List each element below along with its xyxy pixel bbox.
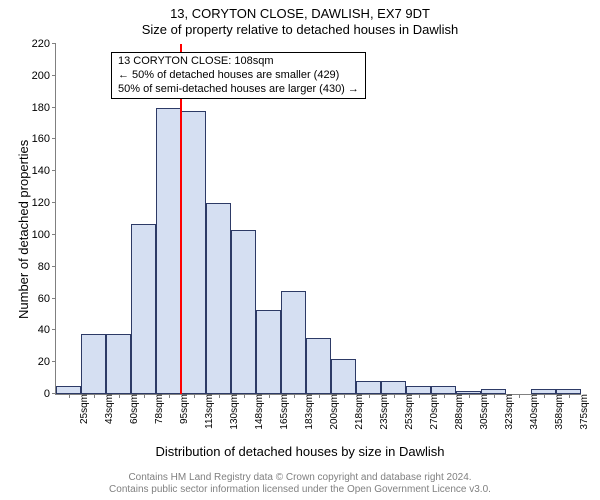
x-tick-label: 218sqm: [348, 394, 365, 430]
x-tick-label: 183sqm: [298, 394, 315, 430]
bar: [306, 338, 331, 394]
bar: [156, 108, 181, 394]
x-tick-label: 95sqm: [173, 394, 190, 424]
bar: [431, 386, 456, 394]
y-tick-label: 160: [32, 133, 56, 145]
x-tick-label: 305sqm: [473, 394, 490, 430]
bar: [256, 310, 281, 394]
x-tick-label: 340sqm: [523, 394, 540, 430]
bar: [231, 230, 256, 394]
y-tick-label: 60: [38, 293, 56, 305]
y-tick-label: 80: [38, 261, 56, 273]
bar: [206, 203, 231, 394]
x-tick-label: 323sqm: [498, 394, 515, 430]
bar: [381, 381, 406, 394]
annotation-line: 13 CORYTON CLOSE: 108sqm: [118, 55, 359, 69]
chart-title-line1: 13, CORYTON CLOSE, DAWLISH, EX7 9DT: [0, 6, 600, 21]
bar: [81, 334, 106, 394]
y-tick-label: 220: [32, 38, 56, 50]
x-tick-label: 235sqm: [373, 394, 390, 430]
x-tick-label: 25sqm: [73, 394, 90, 424]
x-tick-label: 148sqm: [248, 394, 265, 430]
plot-area: 02040608010012014016018020022025sqm43sqm…: [55, 44, 581, 395]
annotation-line: ← 50% of detached houses are smaller (42…: [118, 69, 359, 83]
y-tick-label: 200: [32, 70, 56, 82]
footer-line1: Contains HM Land Registry data © Crown c…: [0, 472, 600, 483]
y-tick-label: 140: [32, 165, 56, 177]
x-tick-label: 60sqm: [123, 394, 140, 424]
bar: [181, 111, 206, 394]
bar: [406, 386, 431, 394]
x-tick-label: 130sqm: [223, 394, 240, 430]
x-tick-label: 165sqm: [273, 394, 290, 430]
bar: [281, 291, 306, 394]
x-tick-label: 43sqm: [98, 394, 115, 424]
x-tick-label: 200sqm: [323, 394, 340, 430]
bar: [356, 381, 381, 394]
x-tick-label: 113sqm: [198, 394, 215, 429]
x-tick-label: 270sqm: [423, 394, 440, 430]
y-tick-label: 120: [32, 197, 56, 209]
x-tick-label: 288sqm: [448, 394, 465, 430]
annotation-line: 50% of semi-detached houses are larger (…: [118, 83, 359, 97]
bar: [331, 359, 356, 394]
y-tick-label: 20: [38, 356, 56, 368]
y-tick-label: 0: [44, 388, 56, 400]
x-tick-label: 78sqm: [148, 394, 165, 424]
bar: [106, 334, 131, 394]
annotation-box: 13 CORYTON CLOSE: 108sqm← 50% of detache…: [111, 52, 366, 99]
chart-container: 13, CORYTON CLOSE, DAWLISH, EX7 9DT Size…: [0, 0, 600, 500]
footer-line2: Contains public sector information licen…: [0, 484, 600, 495]
y-tick-label: 180: [32, 102, 56, 114]
bar: [131, 224, 156, 394]
y-tick-label: 100: [32, 229, 56, 241]
y-tick-label: 40: [38, 324, 56, 336]
x-tick-label: 253sqm: [398, 394, 415, 430]
x-axis-label: Distribution of detached houses by size …: [0, 444, 600, 459]
y-axis-label: Number of detached properties: [16, 140, 31, 319]
chart-title-line2: Size of property relative to detached ho…: [0, 22, 600, 37]
x-tick-label: 358sqm: [548, 394, 565, 430]
x-tick-label: 375sqm: [573, 394, 590, 430]
bar: [56, 386, 81, 394]
